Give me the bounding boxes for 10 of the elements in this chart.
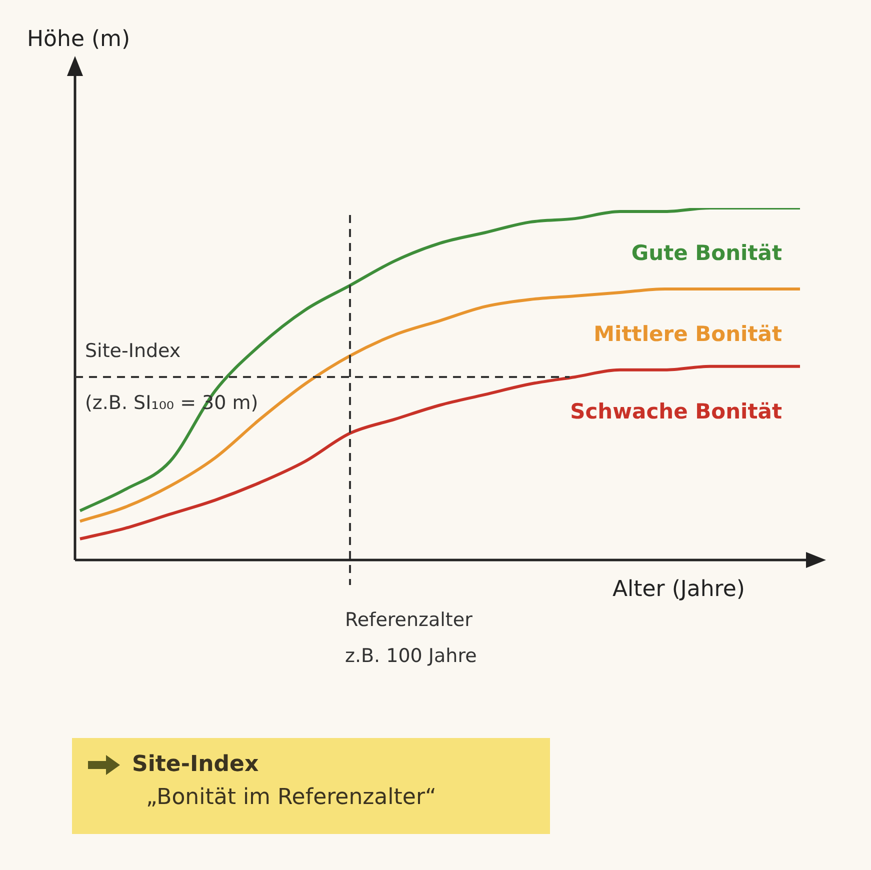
text: Site-Index (132, 752, 259, 777)
annotation: Site-Index (85, 340, 181, 362)
series-label: Gute Bonität (631, 241, 782, 265)
series-label: Schwache Bonität (570, 399, 782, 424)
text: Höhe (m) (27, 27, 130, 52)
text: z.B. 100 Jahre (345, 645, 477, 667)
x-axis-title: Alter (Jahre) (612, 577, 745, 602)
text: „Bonität im Referenzalter“ (146, 785, 438, 810)
text: Referenzalter (345, 609, 473, 631)
series-label: Mittlere Bonität (594, 322, 782, 346)
